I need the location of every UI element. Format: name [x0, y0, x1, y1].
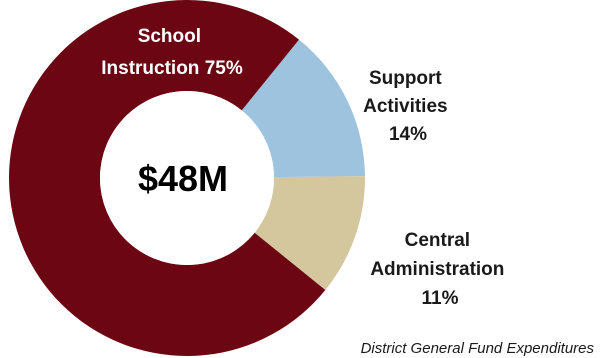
donut-slice-school	[9, 0, 326, 356]
chart-caption: District General Fund Expenditures	[361, 340, 595, 357]
slice-label-line: Instruction 75%	[101, 58, 243, 79]
slice-label-line: Administration	[370, 259, 504, 280]
donut-slice-central	[254, 176, 365, 291]
slice-label-line: 11%	[422, 288, 459, 309]
donut-slices	[9, 0, 365, 356]
donut-hole	[100, 91, 274, 265]
center-total-label: $48M	[138, 158, 228, 199]
slice-label-line: 14%	[389, 124, 427, 145]
slice-label-line: Support	[369, 68, 442, 89]
slice-label-central-administration: Central Administration 11%	[370, 230, 509, 309]
slice-label-line: Activities	[363, 96, 447, 117]
slice-label-line: School	[138, 26, 201, 47]
slice-label-school-instruction: School Instruction 75%	[101, 26, 243, 79]
slice-label-line: Central	[405, 230, 470, 251]
slice-label-support-activities: Support Activities 14%	[363, 68, 453, 145]
donut-slice-support	[241, 39, 365, 178]
